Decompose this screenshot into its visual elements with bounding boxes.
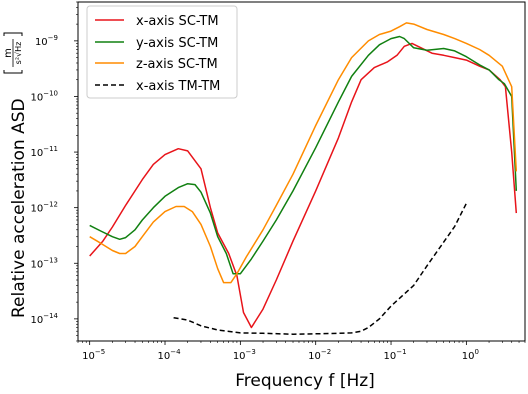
x-tick-label: 10−3 bbox=[233, 348, 256, 362]
x-tick-label: 10−5 bbox=[82, 348, 105, 362]
x-tick-label: 10−2 bbox=[308, 348, 331, 362]
y-tick-label: 10−9 bbox=[35, 34, 58, 48]
unit-numerator: m bbox=[3, 48, 14, 58]
legend: x-axis SC-TM y-axis SC-TM z-axis SC-TM x… bbox=[86, 5, 238, 99]
unit-denominator: s²√Hz bbox=[14, 42, 23, 65]
legend-label-z-sc-tm: z-axis SC-TM bbox=[136, 57, 218, 72]
y-tick-label: 10−10 bbox=[30, 89, 58, 103]
legend-box bbox=[86, 5, 238, 99]
x-tick-label: 100 bbox=[462, 348, 479, 362]
series-line-0 bbox=[89, 42, 518, 329]
x-axis-label: Frequency f [Hz] bbox=[235, 371, 375, 391]
plot-frame bbox=[77, 1, 526, 342]
y-axis-unit: m s²√Hz bbox=[3, 32, 23, 74]
y-axis-label: Relative acceleration ASD bbox=[9, 98, 29, 318]
series-line-1 bbox=[89, 35, 518, 275]
x-tick-label: 10−1 bbox=[384, 348, 407, 362]
unit-bracket-left bbox=[3, 70, 23, 74]
series-line-2 bbox=[89, 22, 518, 284]
axis-ticks: 10−5 10−4 10−3 10−2 10−1 100 10−14 10−13 10−12 10… bbox=[30, 1, 526, 362]
y-tick-label: 10−13 bbox=[30, 256, 58, 270]
series-line-3 bbox=[173, 202, 468, 335]
legend-label-x-sc-tm: x-axis SC-TM bbox=[136, 14, 219, 29]
unit-bracket-right bbox=[3, 32, 23, 36]
y-tick-label: 10−11 bbox=[30, 145, 58, 159]
y-tick-label: 10−12 bbox=[30, 201, 58, 215]
legend-label-y-sc-tm: y-axis SC-TM bbox=[136, 36, 218, 51]
y-axis-label-group: Relative acceleration ASD m s²√Hz bbox=[3, 32, 29, 318]
legend-label-x-tm-tm: x-axis TM-TM bbox=[136, 79, 220, 94]
y-tick-label: 10−14 bbox=[30, 312, 58, 326]
series-lines bbox=[89, 22, 518, 335]
x-tick-label: 10−4 bbox=[157, 348, 181, 362]
